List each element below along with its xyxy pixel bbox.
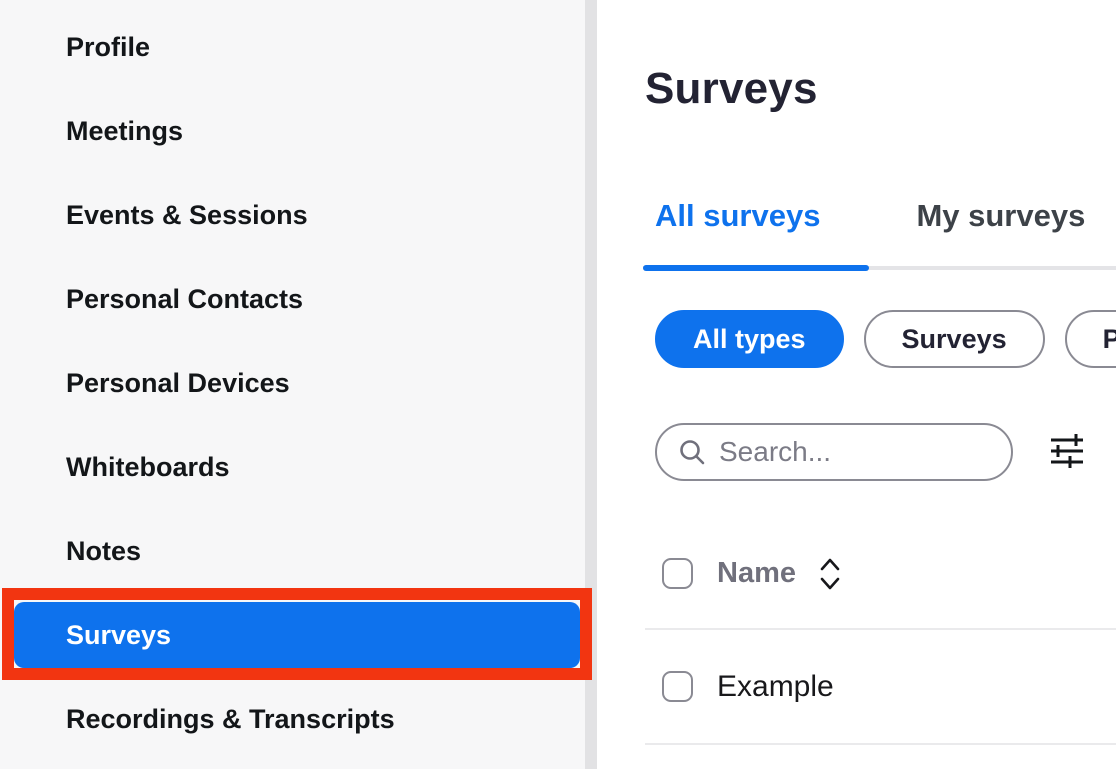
- sidebar-item[interactable]: Recordings & Transcripts: [66, 703, 395, 734]
- table-header-row: Name: [645, 519, 1116, 630]
- advanced-filter-button[interactable]: [1045, 428, 1089, 474]
- tab-track: [643, 266, 1116, 270]
- sidebar-item[interactable]: Personal Contacts: [66, 283, 304, 314]
- sidebar-item[interactable]: Profile: [66, 31, 151, 62]
- survey-name-cell: Example: [717, 669, 834, 703]
- sidebar-item[interactable]: Personal Devices: [66, 367, 290, 398]
- surveys-main-panel: Surveys All surveys My surveys All types S…: [597, 0, 1116, 769]
- page-title: Surveys: [645, 64, 818, 113]
- active-tab-underline: [643, 265, 869, 271]
- surveys-tabs: All surveys My surveys: [643, 196, 1097, 236]
- table-row[interactable]: Example: [645, 630, 1116, 745]
- sidebar-item[interactable]: Surveys: [14, 602, 580, 668]
- sidebar-item[interactable]: Meetings: [66, 115, 184, 146]
- filter-pill[interactable]: All types: [655, 310, 844, 368]
- table-body: Example: [645, 630, 1116, 745]
- settings-sidebar: Profile Meetings Events & Sessions Personal…: [0, 14, 585, 752]
- sidebar-nav: Profile Meetings Events & Sessions Personal…: [0, 14, 585, 752]
- sidebar-item[interactable]: Whiteboards: [66, 451, 230, 482]
- sidebar-item[interactable]: Notes: [66, 535, 142, 566]
- sort-icon[interactable]: [818, 555, 842, 593]
- tab[interactable]: My surveys: [916, 198, 1086, 233]
- row-checkbox[interactable]: [662, 671, 693, 702]
- search-box: [655, 423, 1013, 481]
- tab[interactable]: All surveys: [655, 198, 821, 233]
- filter-pill[interactable]: Surveys: [863, 310, 1045, 368]
- search-input[interactable]: [719, 436, 995, 468]
- sidebar-divider: [585, 0, 597, 769]
- type-filter-pills: All types Surveys Po: [655, 310, 1116, 368]
- search-icon: [680, 440, 705, 465]
- name-column-header: Name: [717, 557, 796, 589]
- surveys-table: Name Example: [645, 519, 1116, 745]
- select-all-checkbox[interactable]: [662, 558, 693, 589]
- sidebar-item[interactable]: Events & Sessions: [66, 199, 308, 230]
- filter-sliders-icon: [1051, 434, 1083, 468]
- filter-pill[interactable]: Po: [1064, 310, 1116, 368]
